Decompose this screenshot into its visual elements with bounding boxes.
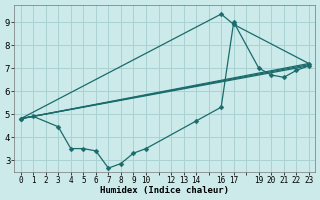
X-axis label: Humidex (Indice chaleur): Humidex (Indice chaleur): [100, 186, 229, 195]
